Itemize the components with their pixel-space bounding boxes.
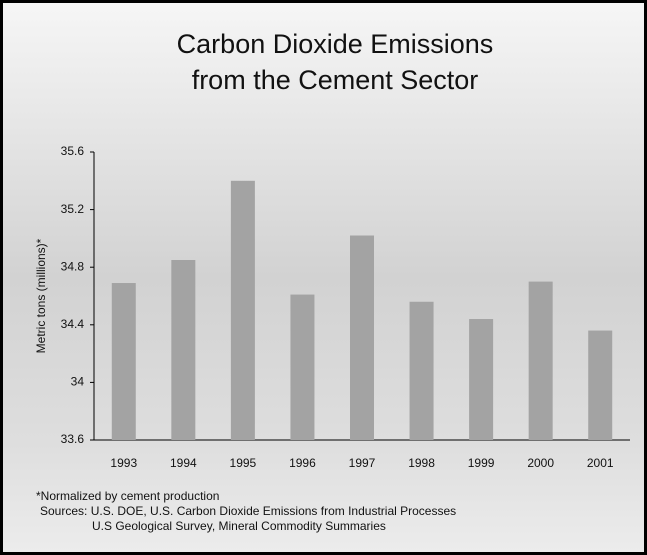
bar [171, 260, 195, 440]
y-tick-label: 34.8 [61, 259, 85, 273]
x-tick-label: 1995 [230, 456, 257, 470]
bar [588, 331, 612, 440]
footnote: *Normalized by cement production [36, 489, 219, 503]
footnote: Sources: U.S. DOE, U.S. Carbon Dioxide E… [40, 504, 456, 518]
x-tick-label: 1998 [408, 456, 435, 470]
bar [529, 282, 553, 440]
x-tick-label: 2000 [527, 456, 554, 470]
bar [410, 302, 434, 440]
x-tick-label: 2001 [587, 456, 614, 470]
bar [112, 283, 136, 440]
footnote: U.S Geological Survey, Mineral Commodity… [92, 519, 386, 533]
x-tick-label: 1996 [289, 456, 316, 470]
x-tick-label: 1997 [349, 456, 376, 470]
y-tick-label: 34.4 [61, 317, 85, 331]
x-tick-label: 1994 [170, 456, 197, 470]
bar [469, 319, 493, 440]
y-tick-label: 34 [71, 375, 85, 389]
chart-title: from the Cement Sector [192, 65, 479, 95]
chart: Carbon Dioxide Emissions from the Cement… [0, 0, 647, 555]
y-tick-label: 33.6 [61, 432, 85, 446]
chart-title: Carbon Dioxide Emissions [177, 29, 494, 59]
bar [231, 181, 255, 440]
y-axis-label: Metric tons (millions)* [34, 238, 48, 353]
bar [350, 236, 374, 440]
y-tick-label: 35.6 [61, 144, 85, 158]
x-tick-label: 1993 [110, 456, 137, 470]
y-tick-label: 35.2 [61, 202, 85, 216]
page: {"chart_data": {"type": "bar", "title": … [0, 0, 647, 555]
x-tick-label: 1999 [468, 456, 495, 470]
bar [290, 295, 314, 440]
